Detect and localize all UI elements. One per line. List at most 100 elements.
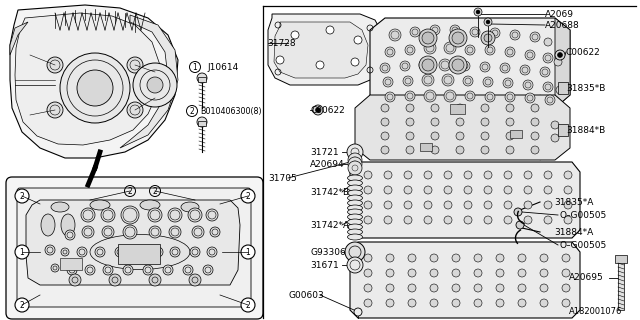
Circle shape xyxy=(163,265,173,275)
Circle shape xyxy=(364,254,372,262)
Circle shape xyxy=(456,132,464,140)
Text: 1: 1 xyxy=(246,247,250,257)
Circle shape xyxy=(444,201,452,209)
Polygon shape xyxy=(350,162,580,238)
Text: 31721: 31721 xyxy=(310,148,339,156)
Circle shape xyxy=(465,45,475,55)
Circle shape xyxy=(452,299,460,307)
Circle shape xyxy=(419,59,431,71)
Circle shape xyxy=(540,284,548,292)
Circle shape xyxy=(405,91,415,101)
Circle shape xyxy=(51,264,59,272)
Circle shape xyxy=(524,216,532,224)
Circle shape xyxy=(383,77,393,87)
Bar xyxy=(618,258,624,310)
Circle shape xyxy=(406,146,414,154)
Circle shape xyxy=(476,10,480,14)
Circle shape xyxy=(562,254,570,262)
Text: 31884*B: 31884*B xyxy=(566,125,605,134)
Circle shape xyxy=(313,105,323,115)
Circle shape xyxy=(77,247,87,257)
Circle shape xyxy=(207,247,217,257)
Circle shape xyxy=(564,186,572,194)
Circle shape xyxy=(15,245,29,259)
Circle shape xyxy=(389,29,401,41)
Circle shape xyxy=(480,62,490,72)
Circle shape xyxy=(444,90,456,102)
Circle shape xyxy=(351,58,359,66)
Circle shape xyxy=(189,274,201,286)
Polygon shape xyxy=(10,22,28,55)
Circle shape xyxy=(364,171,372,179)
Circle shape xyxy=(510,30,520,40)
Circle shape xyxy=(444,186,452,194)
Circle shape xyxy=(67,265,77,275)
Polygon shape xyxy=(15,13,160,145)
Circle shape xyxy=(170,247,180,257)
Text: 2: 2 xyxy=(246,191,250,201)
Ellipse shape xyxy=(348,195,362,201)
Circle shape xyxy=(135,247,145,257)
Circle shape xyxy=(424,42,436,54)
Circle shape xyxy=(496,299,504,307)
Polygon shape xyxy=(10,5,178,158)
Bar xyxy=(615,255,627,263)
Ellipse shape xyxy=(348,190,362,196)
Polygon shape xyxy=(370,18,570,108)
Bar xyxy=(420,143,432,151)
Circle shape xyxy=(543,53,553,63)
Circle shape xyxy=(474,8,482,16)
Circle shape xyxy=(484,216,492,224)
Circle shape xyxy=(430,299,438,307)
Text: A2069: A2069 xyxy=(545,10,574,19)
Polygon shape xyxy=(540,18,570,160)
Circle shape xyxy=(188,208,202,222)
Circle shape xyxy=(381,132,389,140)
Circle shape xyxy=(431,132,439,140)
Circle shape xyxy=(484,18,492,26)
Text: 31835*B: 31835*B xyxy=(566,84,605,92)
Ellipse shape xyxy=(348,185,362,191)
Text: 2: 2 xyxy=(246,300,250,309)
Circle shape xyxy=(500,63,510,73)
Circle shape xyxy=(481,146,489,154)
Circle shape xyxy=(506,146,514,154)
Circle shape xyxy=(406,104,414,112)
Circle shape xyxy=(556,86,564,94)
Circle shape xyxy=(69,274,81,286)
Circle shape xyxy=(276,56,284,64)
Text: 31742*B: 31742*B xyxy=(310,188,349,196)
Circle shape xyxy=(430,25,440,35)
Text: O–G00505: O–G00505 xyxy=(560,241,607,250)
Circle shape xyxy=(430,269,438,277)
Circle shape xyxy=(524,171,532,179)
Circle shape xyxy=(85,265,95,275)
Circle shape xyxy=(60,53,130,123)
Circle shape xyxy=(326,26,334,34)
Circle shape xyxy=(531,146,539,154)
Text: 1: 1 xyxy=(193,62,197,71)
Circle shape xyxy=(103,265,113,275)
Text: 31671: 31671 xyxy=(310,260,339,269)
Circle shape xyxy=(452,284,460,292)
Circle shape xyxy=(544,38,552,46)
Text: 1: 1 xyxy=(20,247,24,257)
Bar xyxy=(558,82,568,94)
Circle shape xyxy=(554,58,562,66)
Circle shape xyxy=(192,226,204,238)
Text: C00622: C00622 xyxy=(310,106,345,115)
Circle shape xyxy=(456,118,464,126)
Circle shape xyxy=(505,47,515,57)
Circle shape xyxy=(564,171,572,179)
Circle shape xyxy=(419,56,437,74)
Text: 31835*A: 31835*A xyxy=(554,197,593,206)
Circle shape xyxy=(406,132,414,140)
Circle shape xyxy=(518,299,526,307)
Circle shape xyxy=(484,34,492,42)
Circle shape xyxy=(190,247,200,257)
Circle shape xyxy=(197,117,207,127)
Circle shape xyxy=(518,254,526,262)
Text: 2: 2 xyxy=(20,191,24,201)
Circle shape xyxy=(531,104,539,112)
Circle shape xyxy=(364,201,372,209)
